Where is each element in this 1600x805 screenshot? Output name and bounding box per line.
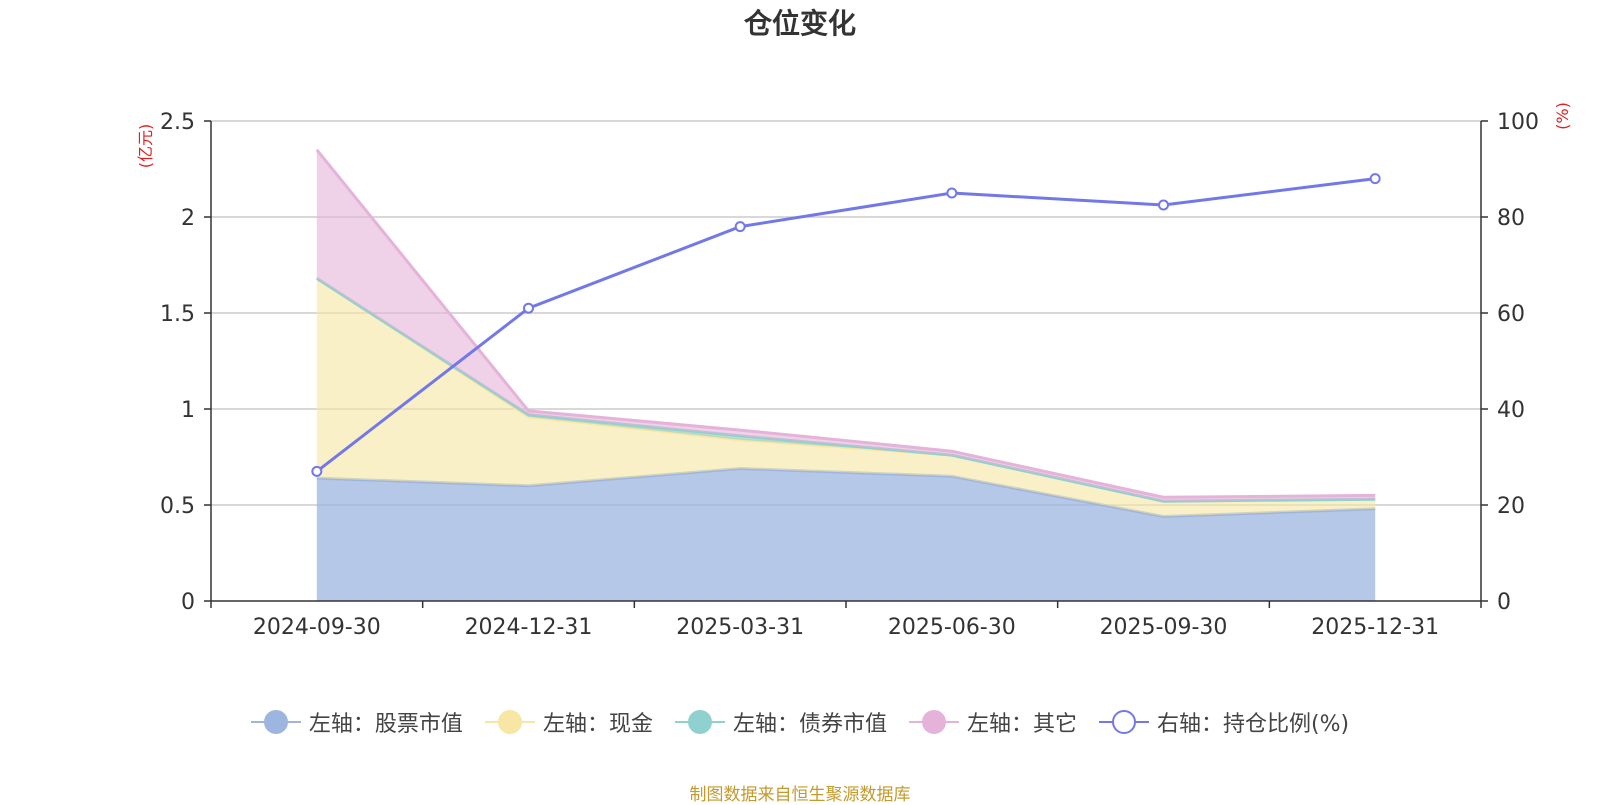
left-tick-label: 2 bbox=[181, 206, 195, 231]
holding-ratio-point bbox=[523, 302, 534, 314]
axes: 0 0.5 1 1.5 2 2.5 0 20 40 60 80 100 2024-09-30 2024-1… bbox=[160, 110, 1539, 640]
legend-marker-icon bbox=[250, 709, 301, 735]
left-tick-label: 1 bbox=[181, 398, 195, 423]
legend-item[interactable]: 右轴：持仓比例(%) bbox=[1098, 706, 1350, 738]
holding-ratio-point bbox=[1158, 199, 1169, 211]
legend-marker-icon bbox=[484, 709, 535, 735]
area-edge-series-4 bbox=[315, 148, 1376, 499]
legend-item[interactable]: 左轴：债券市值 bbox=[674, 706, 887, 738]
right-tick-label: 80 bbox=[1497, 206, 1525, 231]
left-tick-label: 0.5 bbox=[160, 494, 195, 519]
holding-ratio-point bbox=[946, 187, 958, 199]
area-series-2 bbox=[316, 278, 1376, 517]
legend-label: 右轴：持仓比例(%) bbox=[1156, 712, 1350, 737]
right-tick-label: 0 bbox=[1497, 590, 1511, 615]
right-tick-label: 20 bbox=[1497, 494, 1525, 519]
legend-label: 左轴：其它 bbox=[966, 712, 1077, 737]
x-tick-label: 2025-09-30 bbox=[1100, 615, 1228, 640]
left-axis-unit: (亿元) bbox=[136, 124, 155, 169]
left-tick-label: 0 bbox=[181, 590, 195, 615]
right-axis-unit: (%) bbox=[1553, 102, 1572, 130]
data-source-note: 制图数据来自恒生聚源数据库 bbox=[689, 785, 911, 805]
legend-item[interactable]: 左轴：股票市值 bbox=[250, 706, 463, 738]
chart-title: 仓位变化 bbox=[744, 7, 856, 40]
left-tick-label: 1.5 bbox=[160, 302, 195, 327]
holding-ratio-point bbox=[734, 221, 746, 233]
legend-label: 左轴：现金 bbox=[542, 712, 653, 737]
x-tick-label: 2024-12-31 bbox=[465, 615, 593, 640]
holding-ratio-point bbox=[1369, 173, 1381, 185]
holding-ratio-point bbox=[311, 465, 323, 477]
right-tick-label: 60 bbox=[1497, 302, 1525, 327]
left-tick-label: 2.5 bbox=[160, 110, 195, 135]
legend-label: 左轴：股票市值 bbox=[308, 712, 463, 737]
holding-ratio-line bbox=[311, 173, 1381, 477]
right-tick-label: 40 bbox=[1497, 398, 1525, 423]
x-tick-label: 2024-09-30 bbox=[253, 615, 381, 640]
legend-marker-icon bbox=[908, 709, 959, 735]
x-tick-label: 2025-12-31 bbox=[1311, 615, 1439, 640]
legend-marker-icon bbox=[1098, 709, 1149, 735]
x-tick-label: 2025-06-30 bbox=[888, 615, 1016, 640]
area-series-1 bbox=[316, 468, 1376, 601]
legend-marker-icon bbox=[674, 709, 725, 735]
legend-item[interactable]: 左轴：现金 bbox=[484, 706, 653, 738]
legend-label: 左轴：债券市值 bbox=[732, 712, 887, 737]
right-tick-label: 100 bbox=[1497, 110, 1539, 135]
position-chart: 仓位变化 (亿元) (%) 0 0.5 1 1.5 2 2.5 0 20 40 60 80 100 20… bbox=[136, 7, 1572, 640]
legend-item[interactable]: 左轴：其它 bbox=[908, 706, 1077, 738]
legend: 左轴：股票市值 左轴：现金 左轴：债券市值 左轴：其它 右轴：持仓比例(%) bbox=[0, 706, 1600, 738]
x-tick-label: 2025-03-31 bbox=[676, 615, 804, 640]
stacked-areas bbox=[315, 148, 1376, 601]
holding-ratio-path bbox=[315, 177, 1376, 473]
